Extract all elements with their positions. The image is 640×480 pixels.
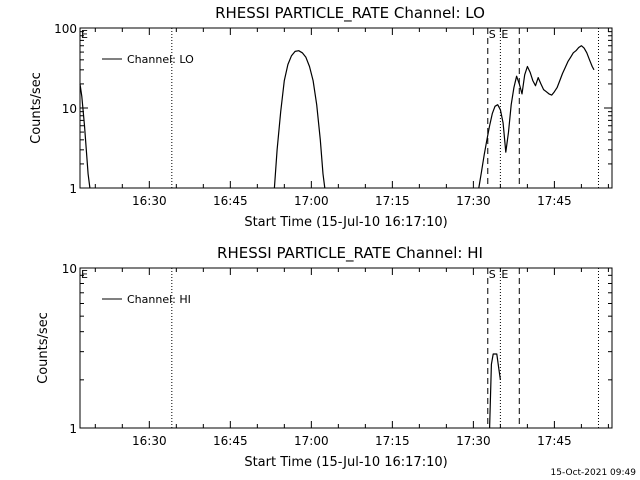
y-axis-label-lo: Counts/sec xyxy=(29,72,44,144)
chart-title-lo: RHESSI PARTICLE_RATE Channel: LO xyxy=(215,4,485,23)
x-tick-label: 17:30 xyxy=(456,434,491,448)
x-tick-label: 17:30 xyxy=(456,194,491,208)
series-line xyxy=(478,45,595,189)
x-tick-label: 17:45 xyxy=(537,434,572,448)
panel-lo: RHESSI PARTICLE_RATE Channel: LO Counts/… xyxy=(29,4,613,230)
marker-label-S: S xyxy=(489,268,496,281)
series-line xyxy=(79,83,91,189)
y-tick-label: 10 xyxy=(62,102,77,116)
x-tick-label: 16:30 xyxy=(132,194,167,208)
marker-label-S: S xyxy=(489,28,496,41)
panel-hi: RHESSI PARTICLE_RATE Channel: HI Counts/… xyxy=(36,244,613,470)
y-tick-label: 1 xyxy=(69,422,77,436)
marker-label-E: E xyxy=(501,28,508,41)
x-tick-label: 16:45 xyxy=(213,194,248,208)
y-tick-label: 10 xyxy=(62,262,77,276)
x-tick-label: 17:45 xyxy=(537,194,572,208)
x-axis-label-lo: Start Time (15-Jul-10 16:17:10) xyxy=(244,215,447,230)
x-tick-label: 16:45 xyxy=(213,434,248,448)
legend-label: Channel: HI xyxy=(127,293,191,306)
x-tick-label: 17:00 xyxy=(294,194,329,208)
chart-title-hi: RHESSI PARTICLE_RATE Channel: HI xyxy=(217,244,483,263)
x-tick-label: 17:00 xyxy=(294,434,329,448)
x-axis-label-hi: Start Time (15-Jul-10 16:17:10) xyxy=(244,455,447,470)
y-axis-label-hi: Counts/sec xyxy=(36,312,51,384)
plot-frame xyxy=(79,267,613,429)
y-tick-label: 1 xyxy=(69,182,77,196)
series-line xyxy=(273,50,326,189)
marker-label-E-left: E xyxy=(81,28,88,41)
marker-label-E: E xyxy=(501,268,508,281)
x-tick-label: 17:15 xyxy=(375,194,410,208)
legend-label: Channel: LO xyxy=(127,53,194,66)
x-tick-label: 17:15 xyxy=(375,434,410,448)
x-tick-label: 16:30 xyxy=(132,434,167,448)
series-line xyxy=(489,353,501,429)
timestamp: 15-Oct-2021 09:49 xyxy=(551,468,637,478)
y-tick-label: 100 xyxy=(54,22,77,36)
marker-label-E-left: E xyxy=(81,268,88,281)
